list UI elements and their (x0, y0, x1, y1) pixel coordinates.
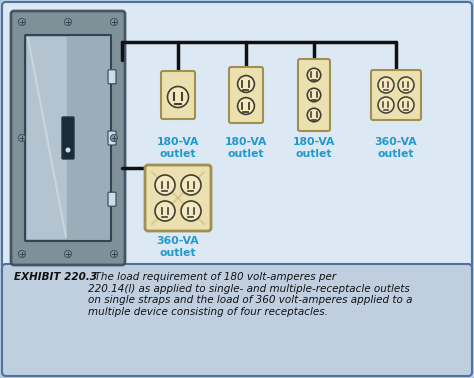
Text: 180-VA
outlet: 180-VA outlet (225, 137, 267, 160)
Circle shape (155, 201, 175, 221)
FancyBboxPatch shape (62, 117, 74, 159)
FancyBboxPatch shape (145, 165, 211, 231)
Circle shape (64, 251, 72, 257)
Circle shape (307, 88, 321, 102)
FancyBboxPatch shape (27, 37, 67, 239)
Circle shape (181, 201, 201, 221)
FancyBboxPatch shape (2, 264, 472, 376)
Circle shape (181, 175, 201, 195)
Text: The load requirement of 180 volt-amperes per
220.14(l) as applied to single- and: The load requirement of 180 volt-amperes… (88, 272, 412, 317)
Circle shape (378, 77, 394, 93)
Circle shape (18, 251, 26, 257)
FancyBboxPatch shape (11, 11, 125, 265)
FancyBboxPatch shape (108, 192, 116, 206)
Circle shape (18, 19, 26, 25)
Circle shape (65, 147, 71, 152)
Circle shape (398, 77, 414, 93)
Circle shape (110, 251, 118, 257)
FancyBboxPatch shape (371, 70, 421, 120)
FancyBboxPatch shape (108, 70, 116, 84)
FancyBboxPatch shape (25, 35, 111, 241)
Circle shape (64, 19, 72, 25)
Circle shape (155, 175, 175, 195)
Circle shape (167, 87, 189, 107)
Circle shape (110, 135, 118, 141)
Circle shape (18, 135, 26, 141)
FancyBboxPatch shape (108, 131, 116, 145)
Text: 180-VA
outlet: 180-VA outlet (157, 137, 199, 160)
FancyBboxPatch shape (2, 2, 472, 268)
Circle shape (398, 97, 414, 113)
Circle shape (237, 76, 255, 92)
FancyBboxPatch shape (229, 67, 263, 123)
Text: 180-VA
outlet: 180-VA outlet (293, 137, 335, 160)
Circle shape (237, 98, 255, 115)
Circle shape (378, 97, 394, 113)
Circle shape (307, 108, 321, 122)
Text: 360-VA
outlet: 360-VA outlet (157, 236, 199, 259)
FancyBboxPatch shape (161, 71, 195, 119)
Circle shape (307, 68, 321, 82)
Text: 360-VA
outlet: 360-VA outlet (374, 137, 417, 160)
Circle shape (110, 19, 118, 25)
Text: EXHIBIT 220.3: EXHIBIT 220.3 (14, 272, 97, 282)
FancyBboxPatch shape (298, 59, 330, 131)
